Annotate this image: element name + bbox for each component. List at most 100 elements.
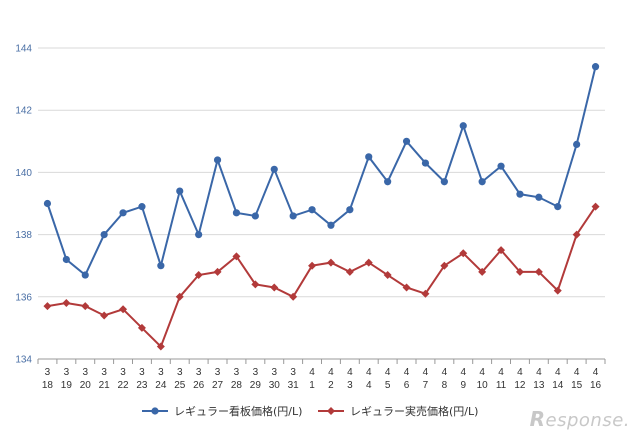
data-point-signboard <box>138 203 146 211</box>
x-tick-month: 4 <box>404 367 410 378</box>
data-point-actual <box>591 202 600 211</box>
data-point-actual <box>232 252 241 261</box>
data-point-signboard <box>157 262 165 270</box>
x-tick-day: 2 <box>328 380 334 391</box>
data-point-signboard <box>232 209 241 217</box>
x-tick-month: 3 <box>196 367 202 378</box>
response-watermark: Response. <box>529 407 630 431</box>
x-tick-month: 4 <box>442 367 448 378</box>
x-tick-day: 15 <box>571 380 583 391</box>
x-tick-month: 3 <box>82 367 88 378</box>
data-point-actual <box>326 258 335 267</box>
data-point-actual <box>402 283 411 292</box>
data-point-actual <box>440 261 449 270</box>
data-point-actual <box>478 267 487 276</box>
data-point-signboard <box>346 206 354 214</box>
data-point-actual <box>289 292 298 301</box>
x-axis: 3183193203213223233243253263273283293303… <box>37 359 606 391</box>
x-tick-day: 6 <box>404 380 410 391</box>
y-axis: 134 136 138 140 142 144 <box>15 44 32 366</box>
data-point-signboard <box>270 165 278 173</box>
y-tick-label: 140 <box>15 168 32 179</box>
y-tick-label: 136 <box>15 292 32 303</box>
legend-marker-signboard <box>151 407 159 415</box>
data-point-signboard <box>573 140 581 149</box>
data-point-actual <box>515 267 524 276</box>
x-tick-day: 11 <box>496 380 507 391</box>
x-tick-day: 20 <box>80 380 92 391</box>
x-tick-month: 4 <box>479 367 485 378</box>
data-point-signboard <box>327 221 335 229</box>
x-tick-day: 12 <box>514 380 526 391</box>
legend: レギュラー看板価格(円/L) レギュラー実売価格(円/L) <box>142 404 478 418</box>
x-tick-day: 3 <box>347 380 353 391</box>
data-point-signboard <box>478 178 486 186</box>
data-point-signboard <box>365 153 373 161</box>
x-tick-day: 4 <box>366 380 372 391</box>
x-tick-month: 3 <box>177 367 183 378</box>
data-point-signboard <box>100 231 108 239</box>
x-tick-month: 4 <box>593 367 599 378</box>
data-point-actual <box>421 289 430 298</box>
x-tick-month: 3 <box>139 367 145 378</box>
series-line-1 <box>47 206 597 349</box>
data-point-actual <box>100 311 109 320</box>
x-tick-month: 4 <box>347 367 353 378</box>
x-tick-day: 13 <box>533 380 545 391</box>
x-tick-month: 3 <box>234 367 240 378</box>
legend-marker-actual <box>327 407 335 415</box>
data-point-signboard <box>384 178 392 186</box>
x-tick-day: 9 <box>460 380 466 391</box>
x-tick-day: 18 <box>42 380 54 391</box>
data-point-signboard <box>213 156 222 164</box>
x-tick-day: 1 <box>309 380 315 391</box>
data-point-signboard <box>43 199 52 208</box>
x-tick-month: 3 <box>215 367 221 378</box>
y-tick-label: 134 <box>15 355 32 366</box>
data-point-actual <box>62 299 71 308</box>
data-point-signboard <box>176 187 184 195</box>
data-point-actual <box>43 302 52 311</box>
x-tick-month: 3 <box>64 367 70 378</box>
x-tick-month: 3 <box>120 367 126 378</box>
x-tick-month: 4 <box>536 367 542 378</box>
data-point-signboard <box>421 159 430 167</box>
x-tick-month: 4 <box>517 367 523 378</box>
x-tick-day: 25 <box>174 380 186 391</box>
data-point-signboard <box>251 212 259 220</box>
x-tick-month: 4 <box>574 367 580 378</box>
data-point-actual <box>364 258 373 267</box>
x-tick-day: 7 <box>423 380 429 391</box>
x-tick-month: 4 <box>385 367 391 378</box>
x-tick-day: 29 <box>250 380 262 391</box>
data-point-actual <box>572 230 581 239</box>
x-tick-month: 4 <box>328 367 334 378</box>
data-point-signboard <box>289 212 297 220</box>
x-tick-day: 24 <box>155 380 167 391</box>
y-tick-label: 138 <box>15 230 32 241</box>
x-tick-month: 3 <box>101 367 107 378</box>
x-tick-month: 4 <box>555 367 561 378</box>
data-point-actual <box>345 267 354 276</box>
data-point-signboard <box>516 190 524 198</box>
x-tick-day: 16 <box>590 380 602 391</box>
data-point-actual <box>251 280 260 289</box>
legend-label-0: レギュラー看板価格(円/L) <box>174 404 302 418</box>
data-point-actual <box>81 302 90 311</box>
x-tick-month: 4 <box>498 367 504 378</box>
x-tick-day: 22 <box>117 380 129 391</box>
data-point-actual <box>308 261 317 270</box>
x-tick-day: 23 <box>136 380 148 391</box>
x-tick-day: 19 <box>61 380 73 391</box>
data-point-signboard <box>535 193 543 201</box>
data-point-actual <box>213 267 222 276</box>
data-point-signboard <box>195 231 203 239</box>
x-tick-month: 3 <box>290 367 296 378</box>
data-point-actual <box>175 292 184 301</box>
data-point-signboard <box>119 209 127 217</box>
x-tick-day: 8 <box>442 380 448 391</box>
series-group <box>43 63 600 351</box>
x-tick-day: 28 <box>231 380 243 391</box>
x-tick-day: 21 <box>99 380 111 391</box>
data-point-actual <box>553 286 562 295</box>
